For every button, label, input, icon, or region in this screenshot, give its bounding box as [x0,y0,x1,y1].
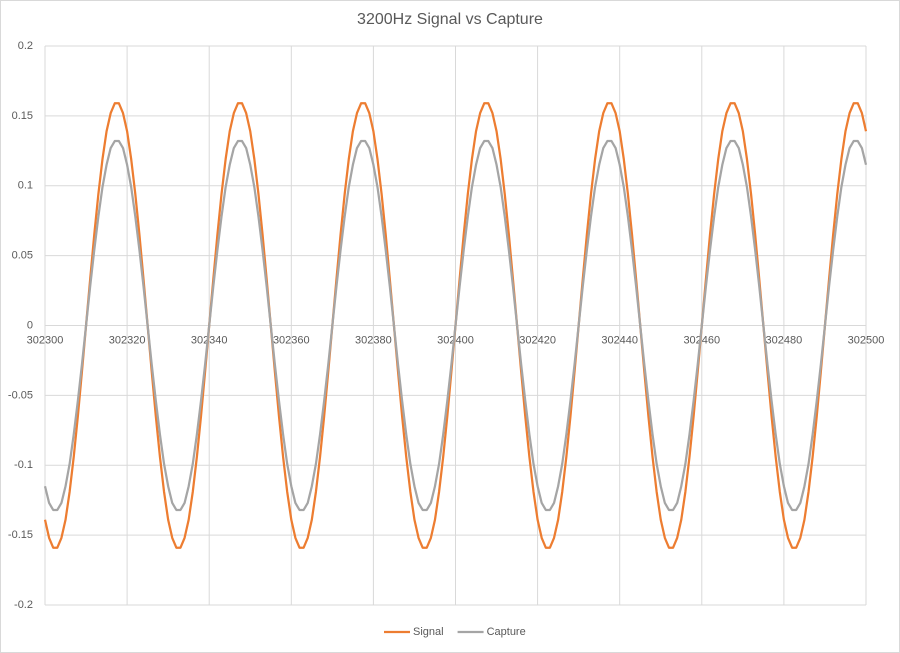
y-tick-label: -0.1 [14,459,33,471]
y-tick-label: -0.05 [8,389,33,401]
x-tick-label: 302300 [27,334,64,346]
legend-label: Capture [487,626,526,638]
y-tick-label: 0.2 [18,40,33,52]
x-tick-label: 302320 [109,334,146,346]
x-tick-label: 302420 [519,334,556,346]
x-tick-label: 302460 [683,334,720,346]
chart-title: 3200Hz Signal vs Capture [357,11,543,28]
y-tick-label: 0.05 [12,250,33,262]
y-tick-label: 0.15 [12,110,33,122]
x-tick-label: 302360 [273,334,310,346]
y-tick-label: 0 [27,319,33,331]
y-tick-label: -0.15 [8,529,33,541]
x-tick-label: 302480 [766,334,803,346]
x-tick-label: 302340 [191,334,228,346]
x-tick-label: 302440 [601,334,638,346]
y-tick-label: -0.2 [14,599,33,611]
x-tick-label: 302400 [437,334,474,346]
y-tick-label: 0.1 [18,180,33,192]
x-tick-label: 302500 [848,334,885,346]
series-line [43,139,868,512]
x-tick-label: 302380 [355,334,392,346]
legend-label: Signal [413,626,444,638]
